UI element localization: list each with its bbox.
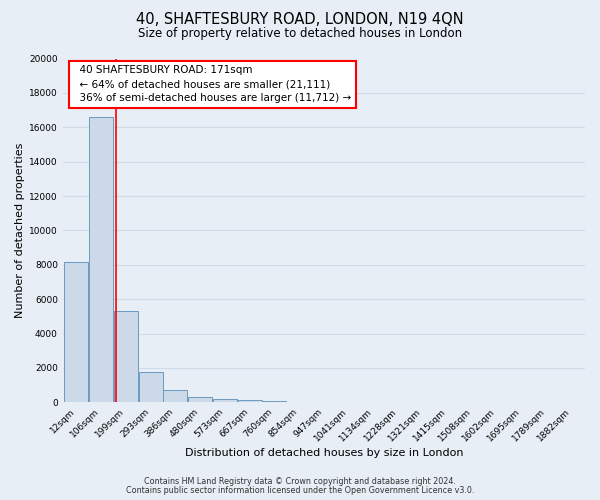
Bar: [188, 397, 212, 402]
Bar: [238, 400, 262, 402]
Bar: [163, 390, 187, 402]
Text: Contains public sector information licensed under the Open Government Licence v3: Contains public sector information licen…: [126, 486, 474, 495]
Bar: [139, 372, 163, 402]
Bar: [64, 262, 88, 402]
Text: Contains HM Land Registry data © Crown copyright and database right 2024.: Contains HM Land Registry data © Crown c…: [144, 477, 456, 486]
Bar: [213, 399, 237, 402]
Y-axis label: Number of detached properties: Number of detached properties: [15, 142, 25, 318]
Text: Size of property relative to detached houses in London: Size of property relative to detached ho…: [138, 28, 462, 40]
Bar: [114, 311, 138, 402]
X-axis label: Distribution of detached houses by size in London: Distribution of detached houses by size …: [185, 448, 463, 458]
Bar: [89, 117, 113, 403]
Text: 40 SHAFTESBURY ROAD: 171sqm
  ← 64% of detached houses are smaller (21,111)
  36: 40 SHAFTESBURY ROAD: 171sqm ← 64% of det…: [73, 66, 352, 104]
Text: 40, SHAFTESBURY ROAD, LONDON, N19 4QN: 40, SHAFTESBURY ROAD, LONDON, N19 4QN: [136, 12, 464, 28]
Bar: [262, 400, 286, 402]
